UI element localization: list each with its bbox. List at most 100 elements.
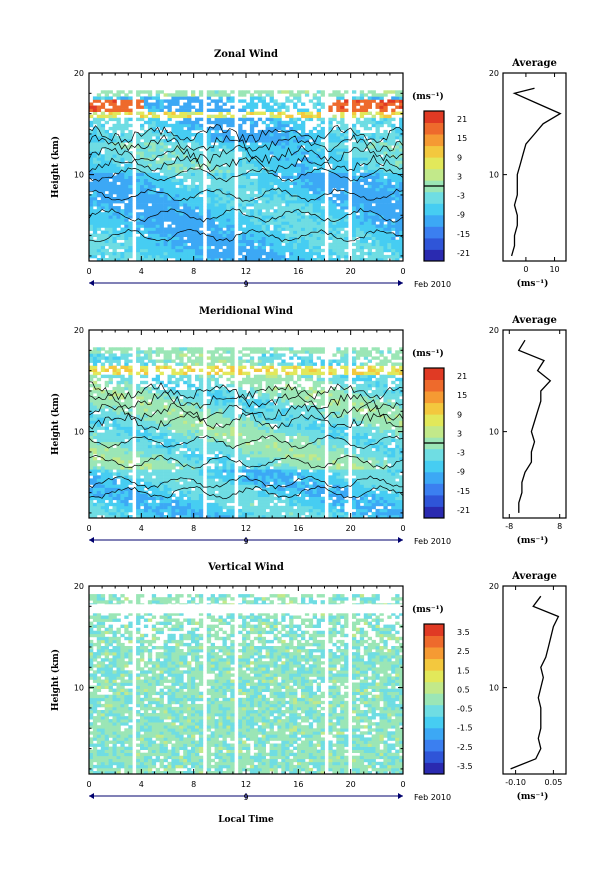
day-label: 9 bbox=[243, 793, 248, 802]
x-tick-label: 4 bbox=[139, 524, 144, 533]
day-bar-arrow-left bbox=[89, 793, 94, 799]
profile-y-tick-label: 20 bbox=[489, 326, 499, 335]
day-bar-arrow-left bbox=[89, 280, 94, 286]
heatmap-cells bbox=[89, 594, 404, 775]
colorbar-unit: (ms⁻¹) bbox=[412, 348, 444, 359]
x-tick-label: 0 bbox=[400, 780, 405, 789]
panel-title: Vertical Wind bbox=[207, 562, 284, 573]
colorbar-tick-label: 1.5 bbox=[457, 666, 470, 675]
colorbar-tick-label: 9 bbox=[457, 410, 462, 419]
colorbar-tick-label: 2.5 bbox=[457, 647, 470, 656]
colorbar-segment bbox=[424, 111, 444, 123]
contour-line bbox=[89, 187, 404, 203]
x-tick-label: 8 bbox=[191, 524, 196, 533]
profile-x-label: (ms⁻¹) bbox=[517, 278, 549, 289]
colorbar-tick-label: -9 bbox=[457, 468, 465, 477]
colorbar-segment bbox=[424, 402, 444, 415]
colorbar-tick-label: -2.5 bbox=[457, 743, 473, 752]
date-label: Feb 2010 bbox=[414, 537, 451, 546]
profile-x-label: (ms⁻¹) bbox=[517, 535, 549, 546]
x-tick-label: 4 bbox=[139, 780, 144, 789]
profile-x-label: (ms⁻¹) bbox=[517, 791, 549, 802]
colorbar-segment bbox=[424, 716, 444, 729]
colorbar-segment bbox=[424, 483, 444, 496]
colorbar-tick-label: 3.5 bbox=[457, 628, 470, 637]
contour-line bbox=[88, 391, 404, 410]
contour-line bbox=[88, 154, 404, 174]
colorbar-segment bbox=[424, 681, 444, 694]
contour-lines bbox=[88, 124, 404, 243]
x-tick-label: 16 bbox=[293, 267, 303, 276]
colorbar-tick-label: -3 bbox=[457, 192, 465, 201]
colorbar-segment bbox=[424, 750, 444, 763]
colorbar-segment bbox=[424, 624, 444, 636]
profile-x-tick-label: -8 bbox=[505, 522, 513, 531]
x-tick-label: 20 bbox=[346, 524, 356, 533]
x-tick-label: 0 bbox=[86, 780, 91, 789]
y-axis-label: Height (km) bbox=[50, 649, 61, 711]
date-label: Feb 2010 bbox=[414, 793, 451, 802]
colorbar-segment bbox=[424, 134, 444, 147]
colorbar-tick-label: 3 bbox=[457, 172, 462, 181]
colorbar-segment bbox=[424, 739, 444, 752]
panel-title: Meridional Wind bbox=[199, 306, 293, 317]
profile-line bbox=[510, 87, 562, 257]
colorbar-segment bbox=[424, 157, 444, 170]
y-axis-label: Height (km) bbox=[50, 393, 61, 455]
x-tick-label: 0 bbox=[86, 524, 91, 533]
colorbar-segment bbox=[424, 368, 444, 380]
colorbar-segment bbox=[424, 670, 444, 683]
day-bar-arrow-right bbox=[398, 280, 403, 286]
colorbar-segment bbox=[424, 704, 444, 717]
profile-y-tick-label: 10 bbox=[489, 684, 499, 693]
y-tick-label: 20 bbox=[74, 69, 84, 78]
heatmap-cells bbox=[89, 347, 404, 519]
contour-line bbox=[88, 124, 404, 144]
colorbar-tick-label: -21 bbox=[457, 249, 470, 258]
x-tick-label: 16 bbox=[293, 780, 303, 789]
panel-vertical-wind: Vertical Wind 0 4 8 12 16 20 0 20 10 Height (km) 9 F… bbox=[50, 562, 567, 802]
colorbar-segment bbox=[424, 122, 444, 135]
profile-x-tick-label: 0 bbox=[523, 265, 528, 274]
profile-line bbox=[510, 595, 560, 770]
colorbar-segment bbox=[424, 425, 444, 438]
x-tick-label: 0 bbox=[86, 267, 91, 276]
x-tick-label: 12 bbox=[241, 780, 251, 789]
colorbar-tick-label: 0.5 bbox=[457, 685, 470, 694]
colorbar-segment bbox=[424, 391, 444, 404]
colorbar-tick-label: -3 bbox=[457, 449, 465, 458]
contour-line bbox=[88, 144, 404, 165]
x-tick-label: 20 bbox=[346, 267, 356, 276]
x-tick-label: 20 bbox=[346, 780, 356, 789]
date-label: Feb 2010 bbox=[414, 280, 451, 289]
profile-x-tick-label: 0.05 bbox=[544, 778, 562, 787]
x-tick-label: 8 bbox=[191, 267, 196, 276]
profile-frame bbox=[502, 585, 567, 775]
heatmap-cells bbox=[89, 90, 404, 262]
day-label: 9 bbox=[243, 537, 248, 546]
contour-line bbox=[88, 485, 404, 500]
colorbar-tick-label: -15 bbox=[457, 487, 470, 496]
colorbar-tick-label: -21 bbox=[457, 506, 470, 515]
colorbar-segment bbox=[424, 249, 444, 262]
y-tick-label: 10 bbox=[74, 171, 84, 180]
colorbar-tick-label: 15 bbox=[457, 134, 467, 143]
profile-title: Average bbox=[511, 58, 557, 69]
colorbar-tick-label: -3.5 bbox=[457, 762, 473, 771]
y-tick-label: 10 bbox=[74, 428, 84, 437]
profile-frame bbox=[502, 72, 567, 262]
x-tick-label: 4 bbox=[139, 267, 144, 276]
colorbar-tick-label: -9 bbox=[457, 211, 465, 220]
colorbar-segment bbox=[424, 226, 444, 239]
colorbar-segment bbox=[424, 379, 444, 392]
colorbar-segment bbox=[424, 145, 444, 158]
colorbar-segment bbox=[424, 762, 444, 775]
day-bar-arrow-left bbox=[89, 537, 94, 543]
panel-zonal-wind: Zonal Wind 0 4 8 12 16 20 0 20 10 Height (km) 9 Feb … bbox=[50, 49, 567, 289]
contour-line bbox=[88, 134, 404, 152]
contour-line bbox=[88, 412, 404, 431]
colorbar-unit: (ms⁻¹) bbox=[412, 604, 444, 615]
colorbar-segment bbox=[424, 448, 444, 461]
x-tick-label: 12 bbox=[241, 267, 251, 276]
colorbar-tick-label: -0.5 bbox=[457, 705, 473, 714]
